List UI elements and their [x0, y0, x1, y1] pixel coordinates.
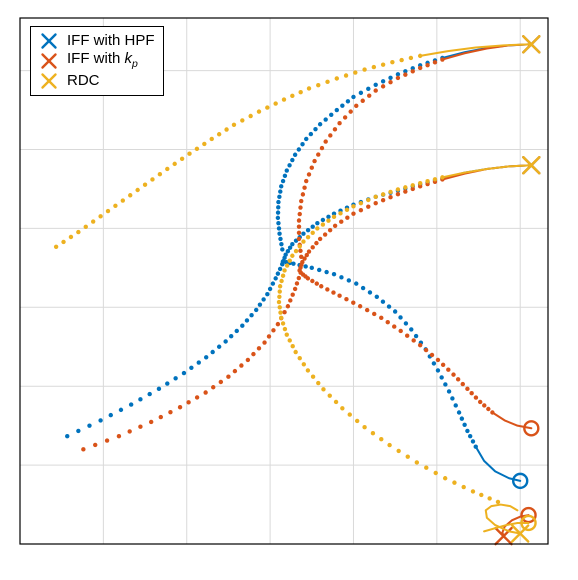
root-locus-chart: IFF with HPFIFF with kpRDC	[0, 0, 578, 575]
x-mark-icon	[37, 71, 61, 91]
x-mark-icon	[37, 51, 61, 71]
x-mark-icon	[37, 31, 61, 51]
legend-item: IFF with kp	[37, 51, 155, 71]
legend-label: RDC	[67, 71, 100, 91]
legend-item: RDC	[37, 71, 155, 91]
legend: IFF with HPFIFF with kpRDC	[30, 26, 164, 96]
legend-label: IFF with kp	[67, 49, 138, 74]
